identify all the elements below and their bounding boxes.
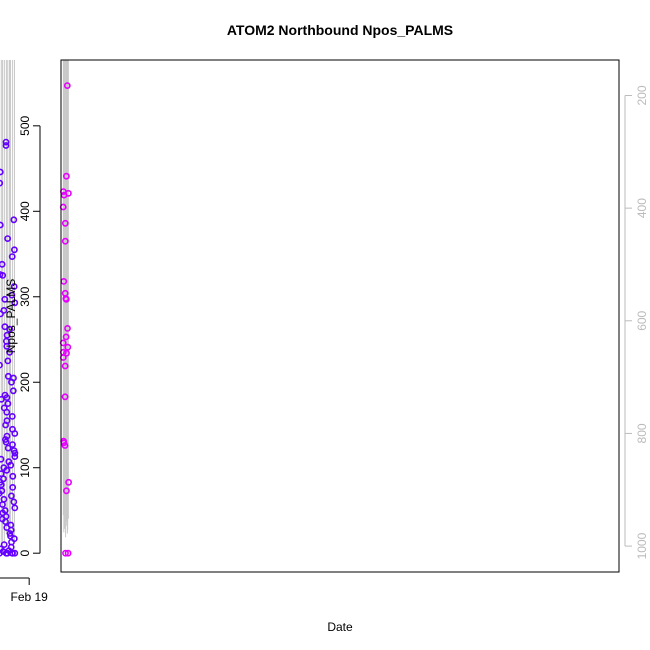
x-axis: Feb 11Feb 13Feb 15Feb 17Feb 19 (0, 577, 48, 604)
data-point (4, 357, 12, 365)
data-point (64, 324, 71, 332)
data-point (0, 221, 4, 229)
y-axis-label: Npos_PALMS (4, 279, 18, 353)
data-point (10, 246, 18, 254)
left-tick-label: 100 (18, 457, 32, 477)
data-point (2, 421, 9, 429)
data-point (7, 461, 15, 469)
x-tick-label: Feb 19 (10, 590, 48, 604)
data-point (61, 219, 69, 227)
x-axis-label: Date (327, 620, 353, 634)
data-point (0, 361, 3, 369)
data-point (8, 378, 15, 386)
data-point (11, 449, 19, 457)
data-point (61, 237, 69, 245)
data-point (9, 483, 17, 491)
data-point (0, 272, 7, 279)
data-point (64, 343, 72, 351)
data-point (11, 299, 19, 307)
data-point (61, 362, 69, 370)
data-point (63, 349, 70, 357)
data-point (0, 481, 5, 489)
plot-frame (60, 59, 620, 573)
data-point (63, 82, 71, 89)
data-point (3, 432, 11, 440)
data-point (0, 168, 4, 176)
data-point (65, 478, 72, 486)
left-tick-label: 400 (18, 201, 32, 221)
data-point (10, 216, 18, 224)
data-point (2, 142, 10, 149)
data-point (11, 504, 19, 512)
data-point (9, 441, 16, 448)
data-point (0, 260, 6, 268)
data-point (11, 549, 19, 557)
data-point (0, 306, 8, 314)
data-point (8, 291, 16, 299)
data-point (1, 295, 9, 303)
data-point (8, 412, 16, 420)
right-tick-label: 1000 (635, 532, 649, 559)
data-point (63, 487, 70, 495)
data-point (4, 444, 12, 452)
data-point (0, 541, 8, 548)
data-point (0, 271, 4, 278)
y-axis-right: 200 400 600 800 1000 (624, 85, 649, 559)
data-point (0, 310, 4, 318)
data-point (0, 501, 6, 508)
right-tick-label: 800 (635, 423, 649, 443)
left-tick-label: 500 (18, 115, 32, 135)
data-point (61, 442, 69, 449)
data-point (3, 408, 11, 416)
data-point (8, 253, 16, 260)
data-point (61, 393, 69, 401)
left-tick-label: 0 (18, 550, 32, 557)
data-point (2, 518, 9, 525)
data-point (2, 138, 10, 146)
data-point (62, 549, 69, 557)
data-point (9, 472, 17, 480)
data-point (0, 395, 5, 403)
right-tick-label: 400 (635, 198, 649, 218)
chart-title: ATOM2 Northbound Npos_PALMS (227, 22, 453, 38)
data-point (0, 455, 5, 463)
data-point (0, 549, 3, 557)
data-point (7, 492, 15, 500)
data-point (3, 331, 11, 339)
data-point (6, 348, 14, 356)
data-point (3, 342, 11, 350)
data-point (4, 235, 11, 242)
left-tick-label: 300 (18, 286, 32, 306)
data-point (4, 400, 12, 407)
right-tick-label: 200 (635, 85, 649, 105)
data-point (0, 509, 7, 517)
data-point (7, 526, 15, 534)
data-point (9, 387, 17, 395)
left-tick-label: 200 (18, 372, 32, 392)
data-point (0, 490, 3, 497)
data-point (10, 283, 18, 290)
data-point (63, 172, 70, 180)
data-point (11, 430, 19, 437)
data-point (10, 498, 18, 506)
data-point (62, 333, 70, 341)
data-point (3, 466, 11, 474)
data-point (3, 549, 10, 557)
data-point (2, 438, 10, 446)
data-point (0, 179, 4, 187)
data-point (11, 453, 19, 460)
data-point (0, 475, 7, 483)
data-point (64, 549, 72, 557)
y-axis-left: 0 100 200 300 400 500 (18, 115, 41, 557)
data-point (6, 325, 14, 333)
data-point (62, 295, 70, 303)
right-tick-label: 600 (635, 310, 649, 330)
